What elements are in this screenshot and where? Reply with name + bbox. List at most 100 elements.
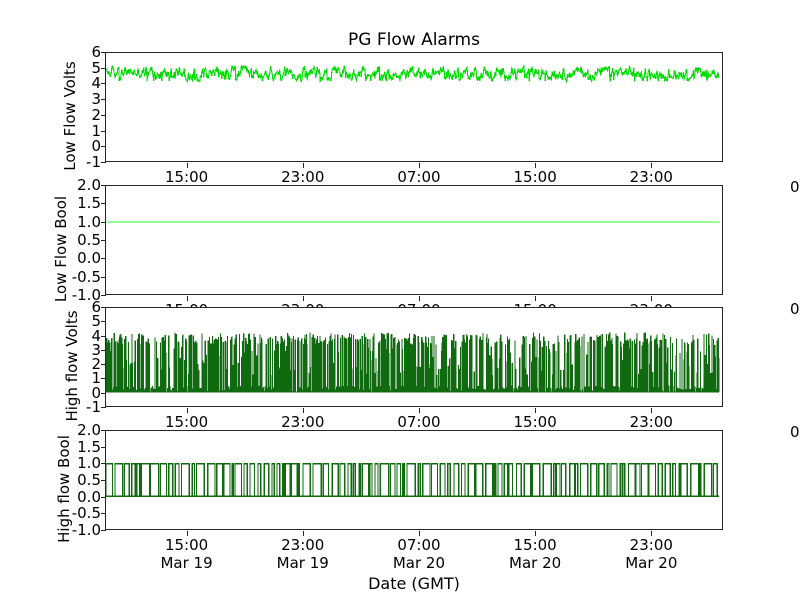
plot-area-low-flow-volts <box>106 53 722 161</box>
y-tick-label: 5 <box>91 312 101 331</box>
y-tick-mark <box>101 162 106 163</box>
x-tick-mark <box>418 531 420 536</box>
y-tick-mark <box>101 407 106 408</box>
y-axis-ticks-high-flow-bool: 2.0 1.5 1.0 0.5 0.0 -0.5 -1.0 <box>63 421 106 539</box>
x-tick-date: Mar 20 <box>392 554 446 572</box>
y-tick-label: 1.0 <box>77 454 101 473</box>
x-tick-mark <box>302 296 304 301</box>
x-tick-label: 15:00 <box>514 413 557 431</box>
x-tick-mark <box>302 408 304 413</box>
y-tick-label: -1.0 <box>71 286 101 304</box>
x-tick-label: 23:00 <box>281 413 324 431</box>
x-tick-mark <box>651 531 653 536</box>
y-tick-label: 0.5 <box>77 471 101 489</box>
y-tick-mark <box>101 335 106 337</box>
x-axis-ticks-panel-3: 15:00 Mar 19 23:00 Mar 19 07:00 Mar 20 15:00 Ma… <box>105 531 723 572</box>
y-tick-mark <box>101 99 106 101</box>
x-tick-time: 23:00 <box>281 168 325 186</box>
y-tick-mark <box>101 240 106 241</box>
clipped-tick-label-1: 0 <box>790 178 800 196</box>
y-axis-label-high-flow-bool: High flow Bool <box>55 435 73 543</box>
series-low-flow-volts <box>106 64 720 84</box>
y-tick-label: 0.0 <box>77 487 101 506</box>
y-tick-mark <box>101 530 106 531</box>
x-tick-mark <box>186 163 188 168</box>
y-tick-mark <box>101 258 106 260</box>
y-tick-mark <box>101 463 106 465</box>
x-tick-label: 07:00 <box>397 413 440 431</box>
x-tick-mark <box>651 408 653 413</box>
x-tick-label: 15:00 Mar 19 <box>160 536 212 572</box>
x-tick-date: Mar 20 <box>625 554 678 572</box>
plot-area-low-flow-bool <box>106 186 722 294</box>
x-tick-label: 23:00 <box>630 413 673 431</box>
y-tick-mark <box>101 430 106 431</box>
x-tick-date: Mar 19 <box>276 554 329 572</box>
plot-area-high-flow-volts <box>106 308 722 406</box>
y-axis-label-low-flow-volts: Low Flow Volts <box>61 61 79 171</box>
x-tick-mark <box>418 163 420 168</box>
x-tick-mark <box>535 296 537 301</box>
y-tick-label: 4 <box>91 74 101 93</box>
x-tick-mark <box>418 296 420 301</box>
y-tick-mark <box>101 480 106 481</box>
x-tick-time: 23:00 <box>629 413 673 431</box>
y-tick-label: 1.5 <box>77 437 101 456</box>
y-tick-label: 1 <box>91 121 101 140</box>
y-tick-mark <box>101 276 106 278</box>
x-tick-date: Mar 19 <box>160 554 213 572</box>
y-tick-label: 2 <box>91 355 101 374</box>
x-tick-mark <box>535 163 537 168</box>
x-tick-mark <box>186 531 188 536</box>
x-tick-time: 07:00 <box>397 536 441 554</box>
y-tick-mark <box>101 146 106 148</box>
x-tick-label: 23:00 Mar 20 <box>625 536 677 572</box>
x-tick-label: 07:00 Mar 20 <box>393 536 445 572</box>
x-tick-time: 15:00 <box>164 413 209 431</box>
y-tick-mark <box>101 321 106 323</box>
x-tick-mark <box>302 163 304 168</box>
subplot-low-flow-bool <box>105 185 723 295</box>
clipped-tick-label-3: 0 <box>790 423 800 441</box>
y-tick-mark <box>101 307 106 308</box>
x-tick-label: 23:00 <box>281 168 324 186</box>
y-tick-mark <box>101 349 106 351</box>
y-tick-label: 0.5 <box>77 231 101 249</box>
x-tick-mark <box>186 296 188 301</box>
y-tick-label: 1.5 <box>77 194 101 213</box>
y-axis-ticks-high-flow-volts: 6 5 4 3 2 1 0 -1 <box>63 298 106 416</box>
x-tick-time: 23:00 <box>629 168 673 186</box>
x-tick-time: 07:00 <box>397 168 441 186</box>
y-axis-ticks-low-flow-volts: 6 5 4 3 2 1 0 -1 <box>63 43 106 171</box>
y-tick-label: 4 <box>91 326 101 345</box>
x-axis-ticks-panel-2: 15:00 23:00 07:00 15:00 23:00 <box>105 408 723 431</box>
y-tick-mark <box>101 130 106 132</box>
y-tick-mark <box>101 114 106 116</box>
y-tick-label: 2.0 <box>77 176 101 194</box>
y-tick-label: 5 <box>91 58 101 77</box>
y-tick-mark <box>101 364 106 366</box>
x-tick-mark <box>186 408 188 413</box>
chart-title: PG Flow Alarms <box>348 30 480 50</box>
x-tick-label: 07:00 <box>397 168 440 186</box>
x-tick-time: 15:00 <box>164 536 209 554</box>
y-tick-label: -0.5 <box>71 267 101 286</box>
subplot-low-flow-volts <box>105 52 723 162</box>
x-tick-mark <box>651 296 653 301</box>
y-tick-label: 0 <box>91 383 101 402</box>
subplot-high-flow-volts <box>105 307 723 407</box>
series-high-flow-volts <box>106 332 720 393</box>
y-tick-mark <box>101 295 106 296</box>
x-tick-mark <box>535 408 537 413</box>
x-tick-mark <box>418 408 420 413</box>
y-tick-mark <box>101 203 106 205</box>
x-tick-time: 15:00 <box>513 168 557 186</box>
x-tick-time: 07:00 <box>397 413 441 431</box>
y-tick-label: 2.0 <box>77 421 101 439</box>
series-high-flow-bool <box>106 463 719 497</box>
y-tick-label: 3 <box>91 340 101 359</box>
y-tick-mark <box>101 83 106 85</box>
y-tick-label: 0.0 <box>77 249 101 268</box>
y-tick-mark <box>101 221 106 223</box>
